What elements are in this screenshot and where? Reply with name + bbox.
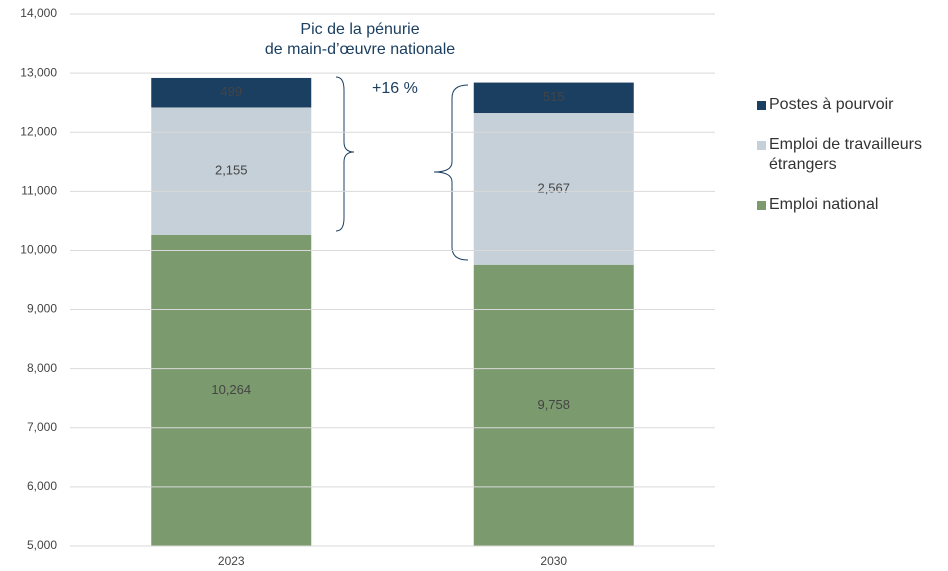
- value-label: 9,758: [537, 397, 570, 412]
- legend-swatch: [757, 101, 766, 110]
- x-tick-label: 2023: [218, 554, 245, 568]
- legend-item: Postes à pourvoir: [757, 95, 947, 115]
- legend-label: Emploi national: [769, 196, 879, 213]
- bar-segment: [473, 264, 634, 546]
- legend-swatch: [757, 141, 766, 150]
- bar-segment: [151, 234, 312, 546]
- legend-swatch: [757, 201, 766, 210]
- y-tick-label: 6,000: [27, 479, 57, 493]
- bar-segment: [473, 113, 634, 265]
- bar-segment: [473, 82, 634, 114]
- legend: Postes à pourvoir Emploi de travailleurs …: [757, 95, 947, 235]
- value-label: 10,264: [211, 382, 251, 397]
- annotation: +16 %: [372, 80, 418, 97]
- y-tick-label: 13,000: [20, 65, 57, 79]
- value-label: 2,567: [537, 180, 570, 195]
- value-label: 499: [220, 84, 242, 99]
- y-tick-label: 5,000: [27, 538, 57, 552]
- brace: [335, 76, 355, 232]
- legend-label: Emploi de travailleurs étrangers: [769, 136, 922, 173]
- y-tick-label: 12,000: [20, 124, 57, 138]
- chart-title: Pic de la pénurie de main-d’œuvre nation…: [264, 21, 456, 58]
- y-tick-label: 9,000: [27, 302, 57, 316]
- bars: 10,264 2,155 499 9,758 2,567 515: [151, 77, 634, 546]
- legend-item: Emploi national: [757, 195, 947, 215]
- y-tick-label: 11,000: [21, 184, 57, 198]
- legend-label: Postes à pourvoir: [769, 96, 894, 113]
- brace: [433, 84, 469, 261]
- y-tick-label: 10,000: [20, 243, 57, 257]
- value-label: 2,155: [215, 163, 248, 178]
- y-tick-label: 14,000: [20, 6, 57, 20]
- x-tick-label: 2030: [540, 554, 567, 568]
- legend-item: Emploi de travailleurs étrangers: [757, 135, 947, 175]
- y-tick-label: 7,000: [27, 420, 57, 434]
- bar-segment: [151, 107, 312, 235]
- y-tick-label: 8,000: [27, 361, 57, 375]
- bar-segment: [151, 77, 312, 108]
- value-label: 515: [543, 89, 565, 104]
